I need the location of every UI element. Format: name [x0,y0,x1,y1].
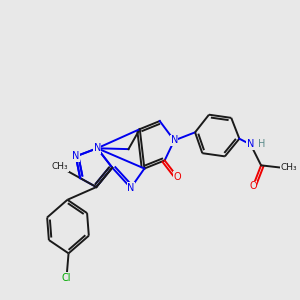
Text: N: N [127,183,134,193]
Text: CH₃: CH₃ [52,162,68,171]
Text: N: N [94,143,101,153]
Text: CH₃: CH₃ [280,163,297,172]
Text: O: O [249,181,257,191]
Text: O: O [174,172,181,182]
Text: H: H [258,140,266,149]
Text: N: N [72,152,80,161]
Text: N: N [170,135,178,146]
Text: N: N [247,140,254,149]
Text: Cl: Cl [62,273,71,283]
